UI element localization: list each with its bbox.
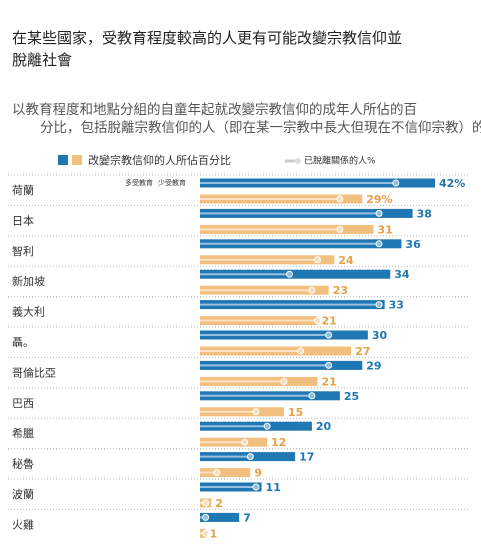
value-label: 31 bbox=[377, 223, 392, 236]
value-label: 21 bbox=[322, 375, 337, 388]
legend-label: 已脫離關係的人% bbox=[304, 155, 376, 167]
disaffiliated-dot bbox=[263, 422, 271, 430]
chart-subtitle: 以教育程度和地點分組的自童年起就改變宗教信仰的成年人所佔的百分比，包括脫離宗教信… bbox=[12, 101, 481, 136]
legend-swatch bbox=[58, 155, 68, 165]
disaffiliated-dot bbox=[375, 240, 383, 248]
disaffiliated-dot bbox=[392, 179, 400, 187]
value-label: 33 bbox=[389, 299, 404, 312]
category-label: 秘魯 bbox=[12, 457, 34, 471]
value-label: 34 bbox=[394, 268, 410, 281]
disaffiliated-dot bbox=[325, 361, 333, 369]
value-label: 15 bbox=[288, 406, 303, 419]
value-label: 17 bbox=[299, 451, 314, 464]
value-label: 30 bbox=[372, 329, 388, 342]
disaffiliated-dot bbox=[375, 209, 383, 217]
value-label: 11 bbox=[266, 481, 281, 494]
value-label: 21 bbox=[322, 315, 337, 328]
value-label: 29% bbox=[366, 193, 392, 206]
disaffiliated-dot bbox=[202, 499, 210, 507]
disaffiliated-dot bbox=[202, 529, 210, 537]
disaffiliated-dot bbox=[336, 195, 344, 203]
legend-label: 改變宗教信仰的人所佔百分比 bbox=[88, 153, 231, 167]
value-label: 20 bbox=[316, 420, 332, 433]
bar bbox=[200, 269, 391, 279]
value-label: 27 bbox=[355, 345, 370, 358]
value-label: 38 bbox=[417, 207, 432, 220]
legend-swatch bbox=[72, 155, 82, 165]
category-label: 智利 bbox=[12, 244, 34, 258]
value-label: 24 bbox=[338, 254, 354, 267]
disaffiliated-dot bbox=[213, 469, 221, 477]
value-label: 25 bbox=[344, 390, 359, 403]
disaffiliated-dot bbox=[297, 347, 305, 355]
disaffiliated-dot bbox=[308, 392, 316, 400]
disaffiliated-dot bbox=[314, 256, 321, 264]
category-label: 希臘 bbox=[12, 426, 34, 440]
disaffiliated-dot bbox=[308, 286, 316, 294]
bar bbox=[200, 512, 240, 522]
disaffiliated-dot bbox=[336, 225, 344, 233]
value-label: 7 bbox=[243, 511, 251, 524]
legend-dot bbox=[295, 158, 301, 164]
disaffiliated-dot bbox=[252, 408, 260, 416]
disaffiliated-dot bbox=[280, 377, 288, 385]
value-label: 42% bbox=[439, 177, 465, 190]
value-label: 23 bbox=[333, 284, 348, 297]
category-label: 義大利 bbox=[12, 305, 45, 319]
value-label: 2 bbox=[215, 497, 223, 510]
value-label: 9 bbox=[254, 467, 262, 480]
disaffiliated-dot bbox=[286, 270, 294, 278]
category-label: 哥倫比亞 bbox=[12, 365, 56, 379]
disaffiliated-dot bbox=[252, 483, 260, 491]
chart-title: 在某些國家，受教育程度較高的人更有可能改變宗教信仰並脫離社會 bbox=[12, 29, 402, 69]
category-label: 聶。 bbox=[12, 336, 34, 349]
disaffiliated-dot bbox=[202, 513, 210, 521]
bar bbox=[200, 468, 251, 478]
series-label: 少受教育 bbox=[158, 178, 186, 187]
disaffiliated-dot bbox=[325, 331, 333, 339]
series-label: 多受教育 bbox=[125, 178, 153, 187]
value-label: 36 bbox=[405, 238, 421, 251]
disaffiliated-dot bbox=[241, 438, 249, 446]
category-label: 荷蘭 bbox=[12, 184, 34, 197]
category-label: 日本 bbox=[12, 213, 34, 227]
disaffiliated-dot bbox=[375, 301, 383, 309]
category-label: 巴西 bbox=[12, 397, 34, 410]
category-label: 波蘭 bbox=[12, 488, 34, 501]
disaffiliated-dot bbox=[246, 453, 254, 461]
value-label: 12 bbox=[271, 436, 286, 449]
value-label: 1 bbox=[210, 527, 218, 540]
value-label: 29 bbox=[366, 359, 381, 372]
disaffiliated-dot bbox=[314, 317, 321, 325]
category-label: 新加坡 bbox=[12, 274, 45, 288]
category-label: 火雞 bbox=[12, 517, 34, 531]
